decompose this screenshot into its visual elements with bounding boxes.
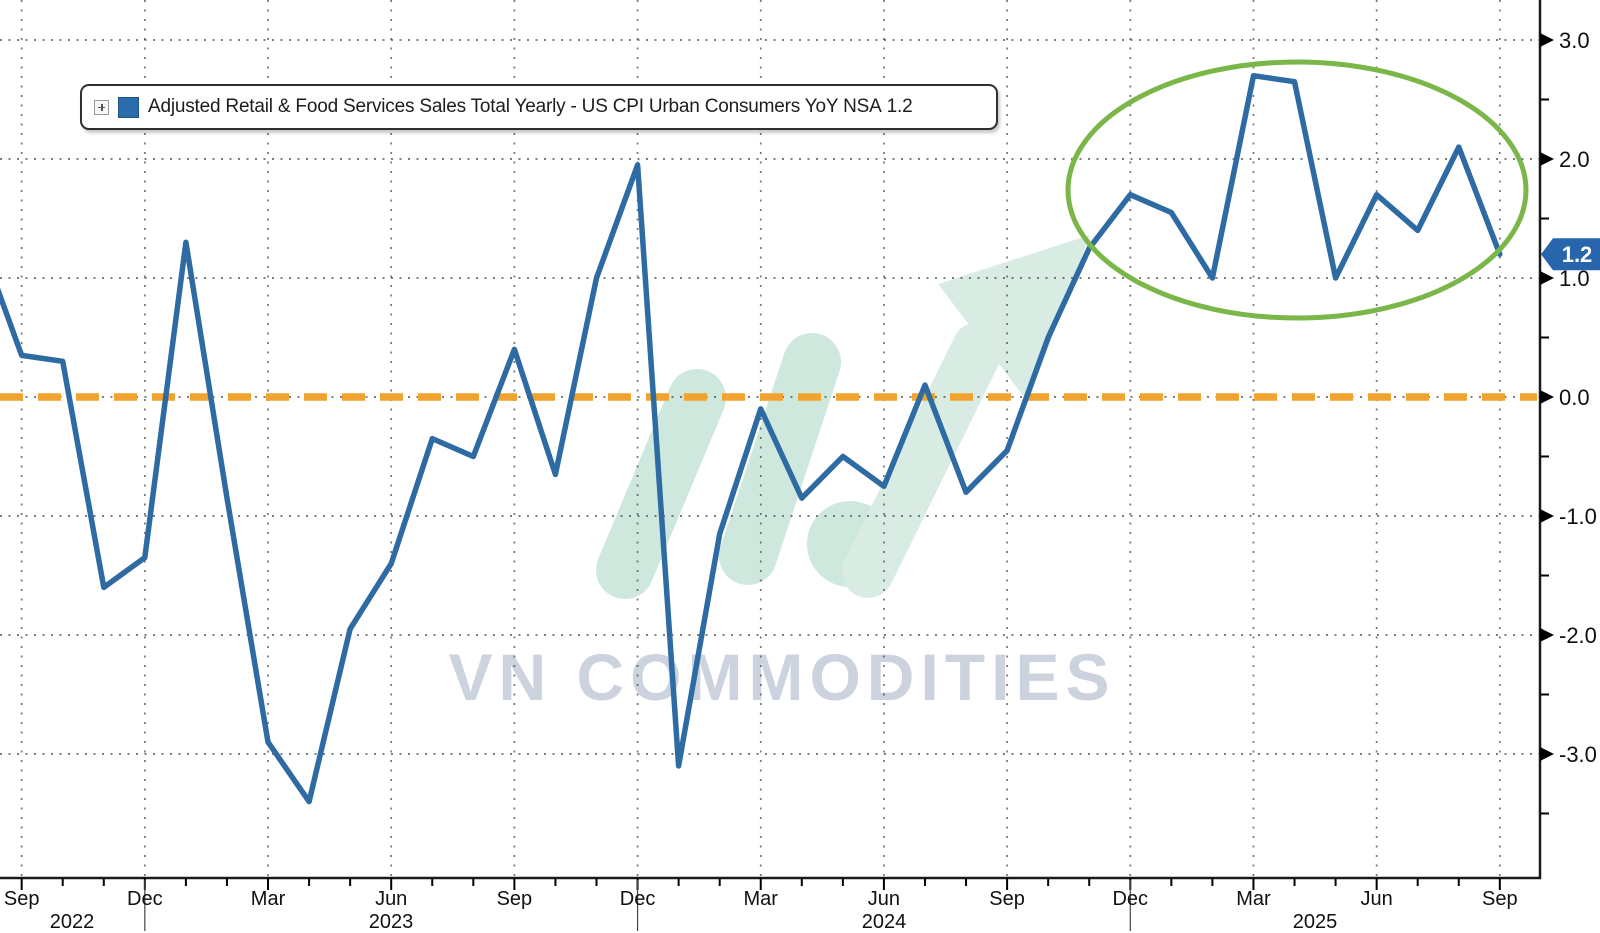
data-line xyxy=(0,72,1503,805)
y-tick-label: -3.0 xyxy=(1559,742,1597,767)
x-tick-label: Jun xyxy=(375,888,407,910)
y-tick-arrow xyxy=(1540,747,1554,761)
year-label: 2025 xyxy=(1293,911,1338,933)
x-tick-label: Dec xyxy=(127,888,163,910)
legend-series-name: Adjusted Retail & Food Services Sales To… xyxy=(148,96,882,117)
x-tick-label: Sep xyxy=(1482,888,1518,910)
year-label: 2023 xyxy=(369,911,414,933)
y-tick-label: 3.0 xyxy=(1559,28,1590,53)
axes xyxy=(0,0,1542,880)
x-tick-label: Mar xyxy=(251,888,286,910)
legend-series-swatch xyxy=(118,96,139,118)
legend-label: Adjusted Retail & Food Services Sales To… xyxy=(148,96,913,118)
x-axis-labels: Sep Dec Mar Jun Sep Dec Mar Jun Sep Dec Mar Jun Sep 2… xyxy=(4,878,1518,933)
badge-value: 1.2 xyxy=(1562,242,1593,267)
legend-last-value: 1.2 xyxy=(886,96,913,117)
y-axis-labels: 3.02.01.00.0-1.0-2.0-3.0 xyxy=(1540,28,1597,815)
legend-expand-icon[interactable] xyxy=(94,99,109,115)
x-tick-label: Dec xyxy=(1112,888,1148,910)
last-value-badge: 1.2 xyxy=(1541,238,1600,271)
y-tick-label: -1.0 xyxy=(1559,504,1597,529)
x-tick-label: Sep xyxy=(989,888,1025,910)
x-tick-label: Jun xyxy=(1361,888,1393,910)
x-tick-label: Jun xyxy=(868,888,900,910)
y-tick-arrow xyxy=(1540,628,1554,642)
y-tick-arrow xyxy=(1540,390,1554,404)
watermark-arrow-shaft xyxy=(842,322,1004,598)
y-tick-arrow xyxy=(1540,152,1554,166)
x-tick-label: Mar xyxy=(1236,888,1271,910)
x-tick-label: Sep xyxy=(497,888,533,910)
watermark-text: VN COMMODITIES xyxy=(448,640,1115,714)
y-tick-label: 0.0 xyxy=(1559,385,1590,410)
watermark-arrow-head xyxy=(938,235,1090,402)
y-tick-label: -2.0 xyxy=(1559,623,1597,648)
y-tick-arrow xyxy=(1540,271,1554,285)
year-label: 2022 xyxy=(50,911,95,933)
x-tick-label: Sep xyxy=(4,888,40,910)
annotation-ellipse xyxy=(1065,59,1529,321)
watermark-bar xyxy=(719,333,841,585)
year-label: 2024 xyxy=(862,911,907,933)
y-tick-arrow xyxy=(1540,509,1554,523)
x-tick-label: Mar xyxy=(744,888,779,910)
gridlines xyxy=(0,0,1540,878)
legend-box[interactable]: Adjusted Retail & Food Services Sales To… xyxy=(80,84,998,130)
y-tick-arrow xyxy=(1540,33,1554,47)
x-tick-label: Dec xyxy=(620,888,656,910)
y-tick-label: 2.0 xyxy=(1559,147,1590,172)
series-line xyxy=(0,72,1503,805)
badge-tag-shape xyxy=(1541,238,1600,271)
